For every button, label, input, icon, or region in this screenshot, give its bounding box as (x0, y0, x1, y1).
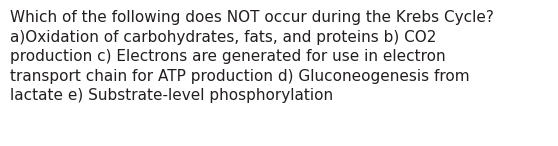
Text: Which of the following does NOT occur during the Krebs Cycle?
a)Oxidation of car: Which of the following does NOT occur du… (10, 10, 494, 104)
